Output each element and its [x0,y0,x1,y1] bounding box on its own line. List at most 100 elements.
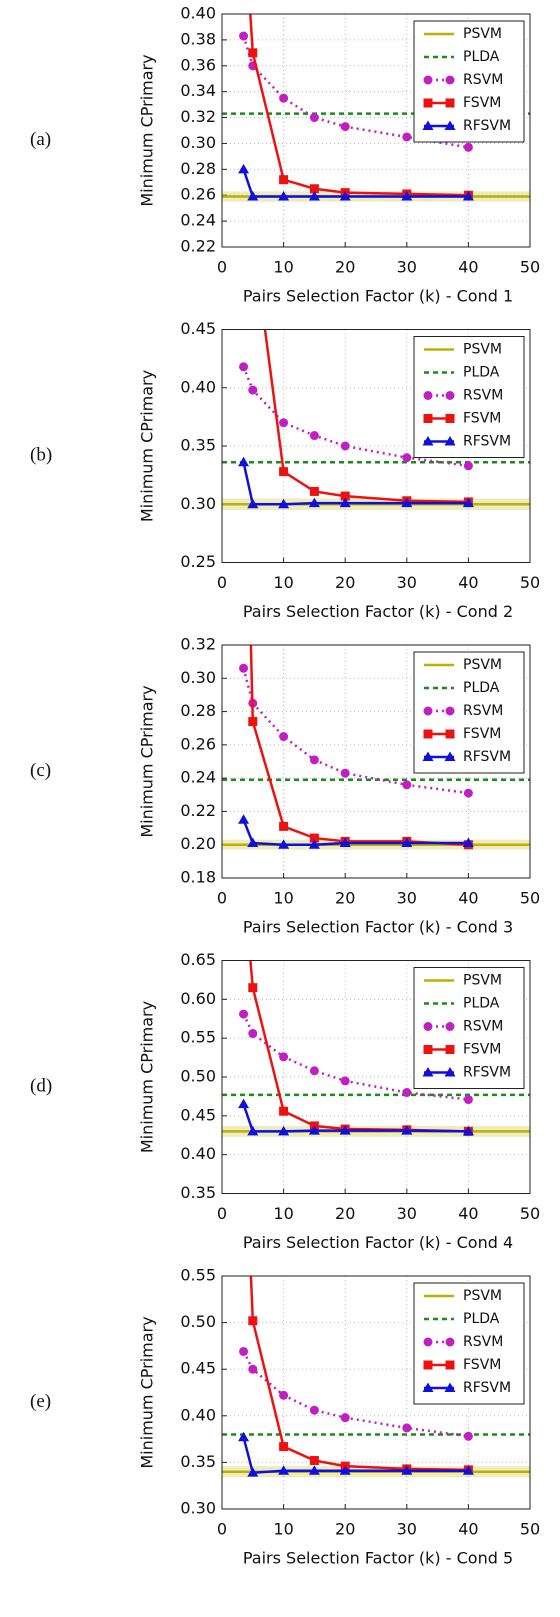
legend-label: PLDA [463,680,500,696]
legend-marker [423,706,433,716]
y-tick-label: 0.35 [180,436,216,455]
x-tick-label: 30 [397,1520,417,1539]
x-tick-label: 0 [217,1520,227,1539]
legend-label: FSVM [463,1357,501,1373]
data-point [402,1423,412,1433]
data-point [309,486,319,496]
data-point [279,1442,289,1452]
y-axis-title: Minimum CPrimary [138,1001,157,1153]
legend-marker [445,1022,455,1031]
legend-marker [423,1360,433,1370]
x-tick-label: 50 [520,258,540,277]
data-point [402,453,412,463]
data-point [278,1465,290,1475]
legend-marker [445,1360,455,1370]
data-point [279,821,289,831]
legend-marker [444,751,456,761]
data-point [248,717,258,727]
legend-label: PSVM [463,973,502,989]
x-tick-label: 20 [335,1204,355,1223]
legend-marker [445,391,455,400]
x-tick-label: 40 [458,258,478,277]
legend-marker [444,120,456,130]
data-point [309,1456,319,1466]
data-point [340,1413,350,1423]
legend-label: RFSVM [463,749,511,765]
panel-label: (a) [30,129,51,150]
panel-label: (c) [30,760,51,781]
data-point [308,191,320,201]
data-point [340,491,350,501]
panel: (d) Minimum CPrimary Pairs Selection Facto… [30,950,540,1252]
legend-marker [422,751,434,761]
data-point [463,142,473,152]
legend-marker [422,1382,434,1392]
data-point [402,780,412,790]
y-tick-label: 0.26 [180,185,216,204]
plot-frame [221,329,531,563]
legend-marker [423,1337,433,1347]
data-point [279,93,289,103]
x-tick-label: 0 [217,889,227,908]
y-tick-label: 0.35 [180,1452,216,1471]
data-point [339,191,351,201]
x-tick-label: 20 [335,889,355,908]
legend-marker [445,729,455,739]
legend-box [413,1282,525,1405]
panel-label: (b) [30,444,52,465]
x-tick-label: 0 [217,573,227,592]
x-tick-label: 20 [335,573,355,592]
x-tick-label: 40 [458,1204,478,1223]
data-point [248,232,257,241]
data-point [279,732,289,742]
x-tick-label: 10 [273,258,293,277]
x-tick-label: 10 [273,1520,293,1539]
data-point [463,1095,473,1105]
data-point [463,1431,473,1441]
legend-label: PLDA [463,365,500,381]
legend-label: FSVM [463,95,501,111]
y-axis-title: Minimum CPrimary [138,54,157,206]
x-tick-label: 30 [397,889,417,908]
data-point [247,1125,259,1136]
legend: PSVM PLDA RSVM FSVM RFSVM [413,20,525,143]
data-point [309,755,319,765]
x-tick-label: 40 [458,889,478,908]
data-point [339,1125,351,1135]
legend-marker [445,1045,455,1054]
data-point [248,48,258,58]
legend-marker [423,75,433,85]
y-tick-label: 0.24 [180,211,216,230]
data-point [462,497,474,508]
legend-box [413,967,525,1089]
legend-marker [444,1067,456,1077]
legend: PSVM PLDA RSVM FSVM RFSVM [413,1282,525,1405]
data-point [308,1465,320,1475]
legend-label: RSVM [463,1334,503,1350]
y-tick-label: 0.35 [180,1183,216,1202]
legend-marker [445,98,455,108]
y-tick-label: 0.28 [180,159,216,178]
data-point [239,341,248,350]
data-point [278,1125,290,1136]
y-tick-label: 0.40 [180,1144,216,1163]
data-point [339,497,351,508]
x-tick-label: 30 [397,258,417,277]
x-tick-label: 50 [520,1520,540,1539]
y-tick-label: 0.45 [180,1105,216,1124]
legend-box [413,651,525,774]
y-tick-label: 0.20 [180,834,216,853]
y-tick-label: 0.36 [180,55,216,74]
y-tick-label: 0.34 [180,81,216,100]
y-tick-label: 0.50 [180,1312,216,1331]
data-point [238,456,250,467]
data-point [339,1465,351,1475]
data-point [309,431,319,441]
data-point [279,467,289,477]
y-tick-label: 0.32 [180,107,216,126]
data-point [239,362,249,372]
y-tick-label: 0.50 [180,1067,216,1086]
legend-box [413,336,525,458]
y-tick-label: 0.30 [180,133,216,152]
